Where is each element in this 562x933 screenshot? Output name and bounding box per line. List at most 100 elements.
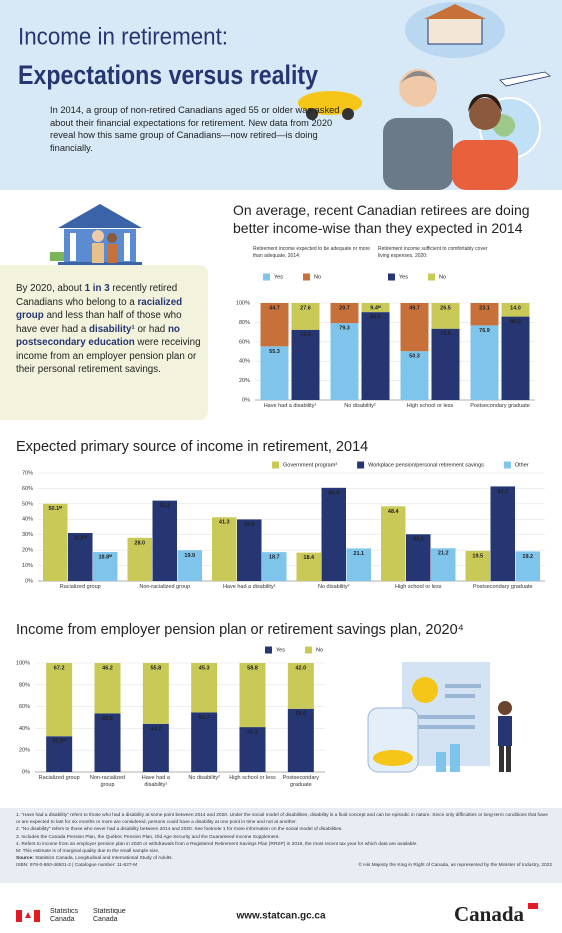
value-label: 42.0 xyxy=(295,665,306,671)
value-label: 50.3 xyxy=(409,354,420,360)
legend-title-box: Retirement income expected to be adequat… xyxy=(253,246,371,259)
url: www.statcan.gc.ca xyxy=(235,911,326,922)
agency-en: Statistics Canada xyxy=(50,908,79,923)
callout-segment: 1 in 3 xyxy=(84,283,110,294)
value-label: 46.2 xyxy=(102,665,113,671)
x-tick-label: Postsecondary graduate xyxy=(470,403,530,409)
value-label: 58.0 xyxy=(295,711,306,717)
bar-segment xyxy=(501,303,530,317)
callout-text: By 2020, about 1 in 3 recently retired C… xyxy=(16,282,202,377)
value-label: 61.3 xyxy=(497,489,508,495)
bar-segment xyxy=(46,736,73,772)
callout-background xyxy=(0,265,208,420)
footnote: 3. Includes the Canada Pension Plan, the… xyxy=(16,834,280,840)
title-line-2: Expectations versus reality xyxy=(18,60,318,90)
x-tick-label: No disability² xyxy=(188,775,220,781)
y-tick-label: 30% xyxy=(22,532,33,538)
value-label: 55.3 xyxy=(269,349,280,355)
bar xyxy=(465,550,490,581)
bar xyxy=(381,506,406,581)
bar-segment xyxy=(260,346,289,400)
legend-label: Yes xyxy=(276,647,285,653)
bar-segment xyxy=(501,316,530,400)
value-label: 27.6 xyxy=(300,305,311,311)
bar xyxy=(127,537,152,581)
bar-segment xyxy=(470,303,499,326)
bar xyxy=(490,486,515,581)
bar-segment xyxy=(94,713,121,772)
callout-segment: By 2020, about xyxy=(16,283,85,294)
legend-title: Retirement income expected to be adequat… xyxy=(253,246,371,259)
savings-illustration xyxy=(367,662,512,773)
y-tick-label: 0% xyxy=(242,397,250,403)
value-label: 18.8ᴹ xyxy=(98,553,112,560)
value-label: 20.7 xyxy=(339,305,350,311)
legend-swatch xyxy=(263,273,270,281)
y-tick-label: 50% xyxy=(22,501,33,507)
bar-segment xyxy=(361,303,390,313)
footnote-row: ISBN: 978-0-660-46501-2 | Catalogue numb… xyxy=(16,862,552,869)
bar xyxy=(406,534,431,581)
value-label: 18.4 xyxy=(303,555,315,561)
x-tick-label-box: Have had a disability¹ xyxy=(263,403,317,409)
bar-segment xyxy=(330,303,359,324)
x-tick-label: Have had a disability¹ xyxy=(263,403,317,409)
bar-segment xyxy=(94,663,121,714)
x-tick-label: Have had a disability¹ xyxy=(141,775,170,788)
value-label: 72.4 xyxy=(300,332,312,338)
x-tick-label-box: High school or less xyxy=(395,584,442,590)
bar-segment xyxy=(287,708,314,772)
bar xyxy=(68,533,93,581)
agency-en-box: Statistics Canada xyxy=(50,908,79,923)
x-tick-label: Non-racialized group xyxy=(139,584,191,590)
bar-segment xyxy=(46,663,73,737)
value-label: 23.1 xyxy=(479,305,490,311)
bar xyxy=(262,552,287,581)
value-label: 48.4 xyxy=(388,509,400,515)
x-tick-label-box: Postsecondary graduate xyxy=(470,403,530,409)
legend-label: Yes xyxy=(399,274,408,280)
building-icon xyxy=(50,204,142,267)
agency-fr: Statistique Canada xyxy=(93,908,126,923)
bar xyxy=(346,548,371,581)
x-tick-label: Racialized group xyxy=(59,584,101,590)
footnotes: 1. “Have had a disability” refers to tho… xyxy=(16,812,552,870)
bar xyxy=(43,503,68,581)
x-tick-label-box: Racialized group xyxy=(59,584,101,590)
value-label: 18.7 xyxy=(269,555,280,561)
x-tick-label-box: Non-racialized group xyxy=(139,584,191,590)
y-tick-label: 100% xyxy=(16,660,30,666)
bar-segment xyxy=(260,303,289,347)
value-label: 76.9 xyxy=(479,328,490,334)
wordmark-flag xyxy=(528,903,538,909)
bar-segment xyxy=(330,323,359,400)
value-label: 90.6 xyxy=(370,315,381,321)
y-tick-label: 40% xyxy=(19,726,30,732)
x-tick-label: No disability² xyxy=(344,403,376,409)
bar xyxy=(431,548,456,581)
source-label: Source: xyxy=(16,856,34,862)
value-label: 79.3 xyxy=(339,326,350,332)
callout-segment: and less than half of those who have eve… xyxy=(16,310,182,335)
bar-segment xyxy=(191,712,218,772)
callout-segment: recently retired Canadians who belong to… xyxy=(16,283,178,308)
bar xyxy=(93,551,118,581)
x-tick-label-box: High school or less xyxy=(229,775,276,781)
chart-title: On average, recent Canadian retirees are… xyxy=(233,202,530,236)
x-tick-label: High school or less xyxy=(395,584,442,590)
chart-title: Expected primary source of income in ret… xyxy=(16,439,368,455)
legend-label: Other xyxy=(515,462,529,468)
bar-segment xyxy=(431,303,460,329)
x-tick-label: High school or less xyxy=(229,775,276,781)
x-tick-label: Non-racialized group xyxy=(89,775,126,788)
bar-segment xyxy=(400,351,429,400)
value-label: 52.1 xyxy=(159,503,170,509)
y-tick-label: 60% xyxy=(19,704,30,710)
bar-segment xyxy=(142,723,169,772)
bar xyxy=(177,550,202,581)
agency-fr-box: Statistique Canada xyxy=(93,908,126,923)
legend-swatch xyxy=(357,461,365,469)
legend-label: No xyxy=(439,274,446,280)
footnote: 1. “Have had a disability” refers to tho… xyxy=(16,813,548,826)
